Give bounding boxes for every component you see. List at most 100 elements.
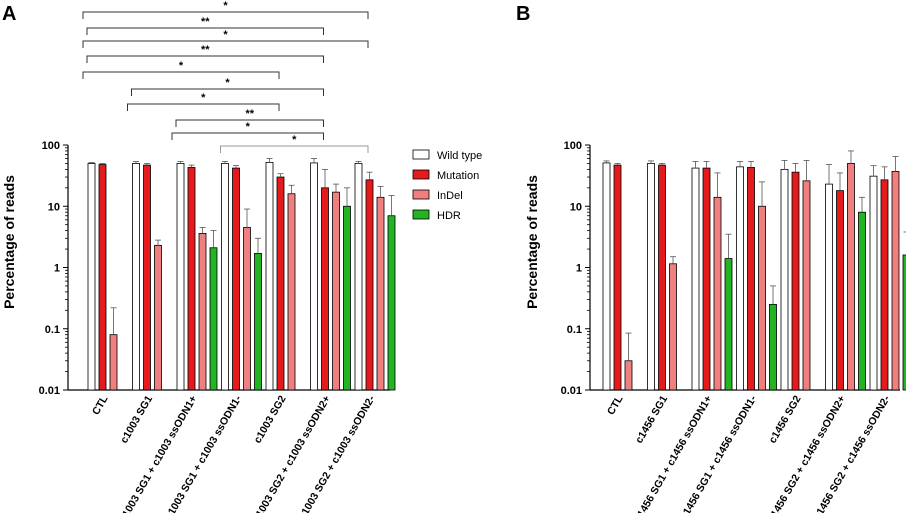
bar: [221, 163, 229, 391]
bar: [669, 263, 677, 391]
bar: [791, 171, 800, 391]
bar: [243, 227, 251, 391]
category-label: c1456 SG1 + c1456 ssODN1-: [678, 393, 759, 513]
y-axis-label-a: Percentage of reads: [1, 175, 17, 309]
y-tick-label: 1: [576, 263, 582, 275]
significance-label: **: [201, 44, 210, 56]
bar: [310, 162, 318, 391]
bar-group: [602, 160, 633, 391]
y-tick-label: 0.01: [39, 385, 60, 397]
legend-swatch: [412, 189, 430, 200]
significance-label: *: [225, 77, 230, 89]
bar: [98, 164, 107, 391]
bar: [109, 334, 118, 391]
legend-label: InDel: [437, 190, 463, 202]
legend: Wild type Mutation InDel HDR: [412, 149, 482, 222]
bracket-line: [82, 11, 369, 19]
significance-bracket: *: [127, 92, 280, 111]
bar: [276, 176, 285, 391]
category-label: c1003 SG1: [118, 393, 155, 445]
bar: [176, 163, 185, 391]
bracket-line: [82, 40, 369, 48]
bar: [132, 163, 140, 391]
significance-bracket: **: [86, 44, 324, 63]
significance-bracket: **: [175, 108, 324, 127]
bar: [825, 183, 833, 391]
bar-group: [647, 160, 677, 391]
y-tick-label: 10: [48, 201, 60, 213]
panel-letter-a: A: [2, 3, 16, 25]
bar-group: [691, 160, 733, 391]
significance-label: *: [223, 0, 228, 12]
bar: [365, 179, 374, 391]
significance-bracket: *: [220, 134, 369, 153]
bar: [902, 254, 906, 391]
bar: [658, 164, 666, 391]
significance-label: **: [245, 108, 254, 120]
legend-swatch: [412, 169, 430, 180]
bar: [154, 244, 162, 391]
significance-label: **: [201, 16, 210, 28]
bar-group: [132, 160, 162, 391]
bar-group: [869, 156, 906, 391]
bar: [198, 233, 207, 391]
bar: [254, 252, 262, 391]
significance-bracket: *: [82, 29, 369, 48]
category-label: c1456 SG2: [767, 393, 804, 445]
significance-bracket: *: [131, 77, 324, 96]
legend-item: HDR: [412, 209, 461, 222]
legend-swatch: [412, 209, 430, 220]
bar-group: [221, 160, 262, 391]
bracket-line: [82, 71, 280, 79]
bar: [265, 161, 274, 391]
category-label: c1456 SG1: [633, 393, 670, 445]
significance-bracket: *: [82, 0, 369, 19]
bar: [343, 205, 351, 391]
y-axis-label-b: Percentage of reads: [524, 175, 540, 309]
y-tick-label: 0.1: [45, 324, 60, 336]
bar-group: [176, 160, 218, 391]
bar: [321, 187, 329, 391]
y-tick-label: 0.1: [567, 324, 582, 336]
bar: [602, 162, 611, 391]
legend-label: Mutation: [437, 170, 479, 182]
significance-label: *: [201, 92, 206, 104]
bar: [143, 164, 151, 391]
legend-label: Wild type: [437, 150, 482, 162]
significance-label: *: [292, 134, 297, 146]
bar: [836, 190, 844, 391]
bracket-line: [220, 145, 369, 153]
legend-item: Mutation: [412, 169, 479, 182]
significance-label: *: [179, 60, 184, 72]
bar: [354, 163, 363, 391]
bracket-line: [131, 88, 324, 96]
bar-group: [87, 161, 118, 391]
bar: [769, 303, 777, 391]
bar: [780, 168, 789, 391]
bar: [232, 167, 240, 391]
bracket-line: [86, 55, 324, 63]
bar: [747, 167, 755, 391]
category-label: c1003 SG2 + c1003 ssODN2-: [296, 393, 377, 513]
y-tick-label: 0.01: [561, 385, 582, 397]
legend-item: Wild type: [412, 149, 482, 162]
bar: [891, 171, 900, 391]
bar: [647, 163, 655, 391]
bar-group: [310, 158, 351, 391]
significance-label: *: [246, 121, 251, 133]
bar: [332, 191, 340, 391]
bar: [691, 167, 700, 391]
significance-bracket: *: [171, 121, 324, 140]
category-label: CTL: [90, 393, 111, 417]
bar: [387, 215, 396, 391]
bar: [802, 180, 811, 391]
bracket-line: [127, 103, 280, 111]
bar: [858, 211, 866, 391]
bar: [87, 163, 96, 391]
legend-label: HDR: [437, 210, 461, 222]
bar: [613, 164, 622, 391]
legend-swatch: [412, 149, 430, 160]
